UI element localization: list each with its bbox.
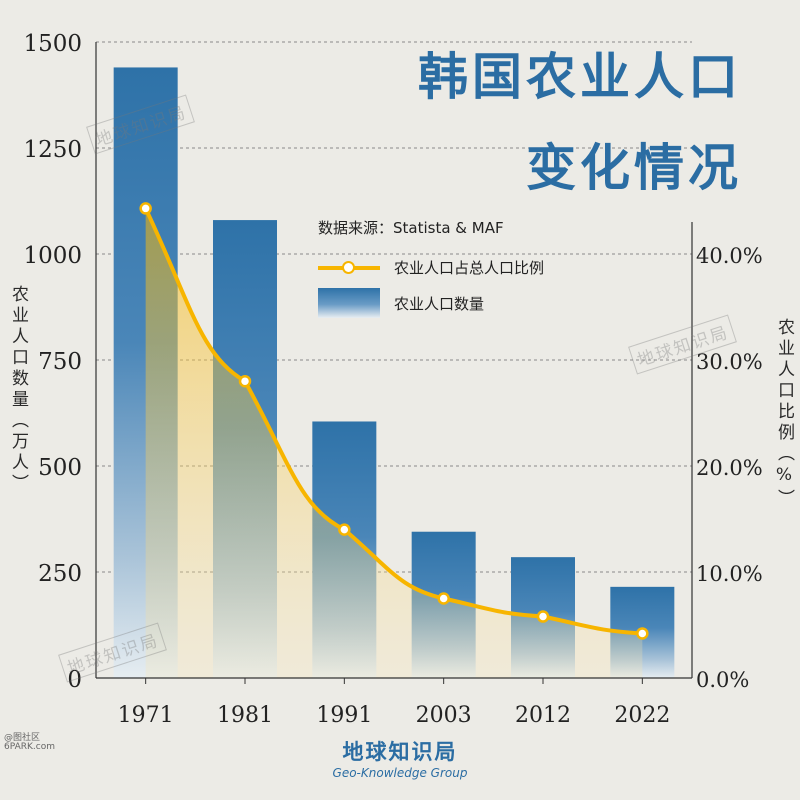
ratio-line: [139, 202, 649, 640]
line-point: [139, 202, 152, 215]
brand-name: 地球知识局: [342, 740, 458, 764]
y-right-tick-label: 0.0%: [696, 668, 749, 692]
legend-line-swatch: [318, 260, 380, 274]
corner-watermark-url: 6PARK.com: [4, 742, 55, 752]
line-area: [145, 208, 643, 679]
y-right-tick-label: 10.0%: [696, 562, 763, 586]
x-tick-label: 2012: [515, 703, 571, 728]
x-tick-label: 1981: [217, 703, 273, 728]
line-point: [238, 374, 252, 388]
legend-item-population: 农业人口数量: [318, 288, 484, 318]
y-left-tick-label: 0: [67, 667, 82, 693]
line-area-fill: [145, 208, 643, 679]
y-left-tick-label: 500: [38, 455, 82, 481]
x-tick-label: 1991: [316, 703, 372, 728]
y-axis-left-title: 农业人口数量（万人）: [8, 285, 28, 495]
line-point: [437, 592, 450, 605]
corner-watermark: @图社区: [4, 733, 41, 743]
chart-title-line2: 变化情况: [526, 139, 742, 197]
legend-label-ratio: 农业人口占总人口比例: [394, 258, 545, 277]
y-left-tick-label: 1500: [23, 31, 82, 57]
y-right-tick-label: 30.0%: [696, 350, 763, 374]
y-right-tick-label: 20.0%: [696, 456, 763, 480]
line-point: [338, 523, 351, 536]
y-left-tick-label: 750: [38, 349, 82, 375]
y-left-tick-label: 1250: [23, 137, 82, 163]
axes: 0 250 500 750 1000 1250 1500 0.0% 10.0% 20.0% 30.0…: [23, 31, 762, 728]
y-right-tick-label: 40.0%: [696, 244, 763, 268]
line-point: [536, 610, 550, 623]
y-left-tick-label: 1000: [23, 243, 82, 269]
chart-title-line1: 韩国农业人口: [418, 48, 742, 106]
legend-bar-swatch: [318, 288, 380, 318]
x-tick-label: 2003: [416, 703, 472, 728]
brand-subtitle: Geo-Knowledge Group: [332, 766, 468, 780]
y-left-tick-label: 250: [38, 561, 82, 587]
line-point: [636, 627, 649, 640]
x-tick-label: 1971: [118, 703, 174, 728]
x-tick-label: 2022: [614, 703, 670, 728]
y-axis-right-title: 农业人口比例（%）: [774, 318, 794, 510]
data-source: 数据来源：Statista & MAF: [318, 219, 504, 237]
legend-item-ratio: 农业人口占总人口比例: [318, 252, 544, 282]
legend-label-population: 农业人口数量: [394, 294, 485, 313]
